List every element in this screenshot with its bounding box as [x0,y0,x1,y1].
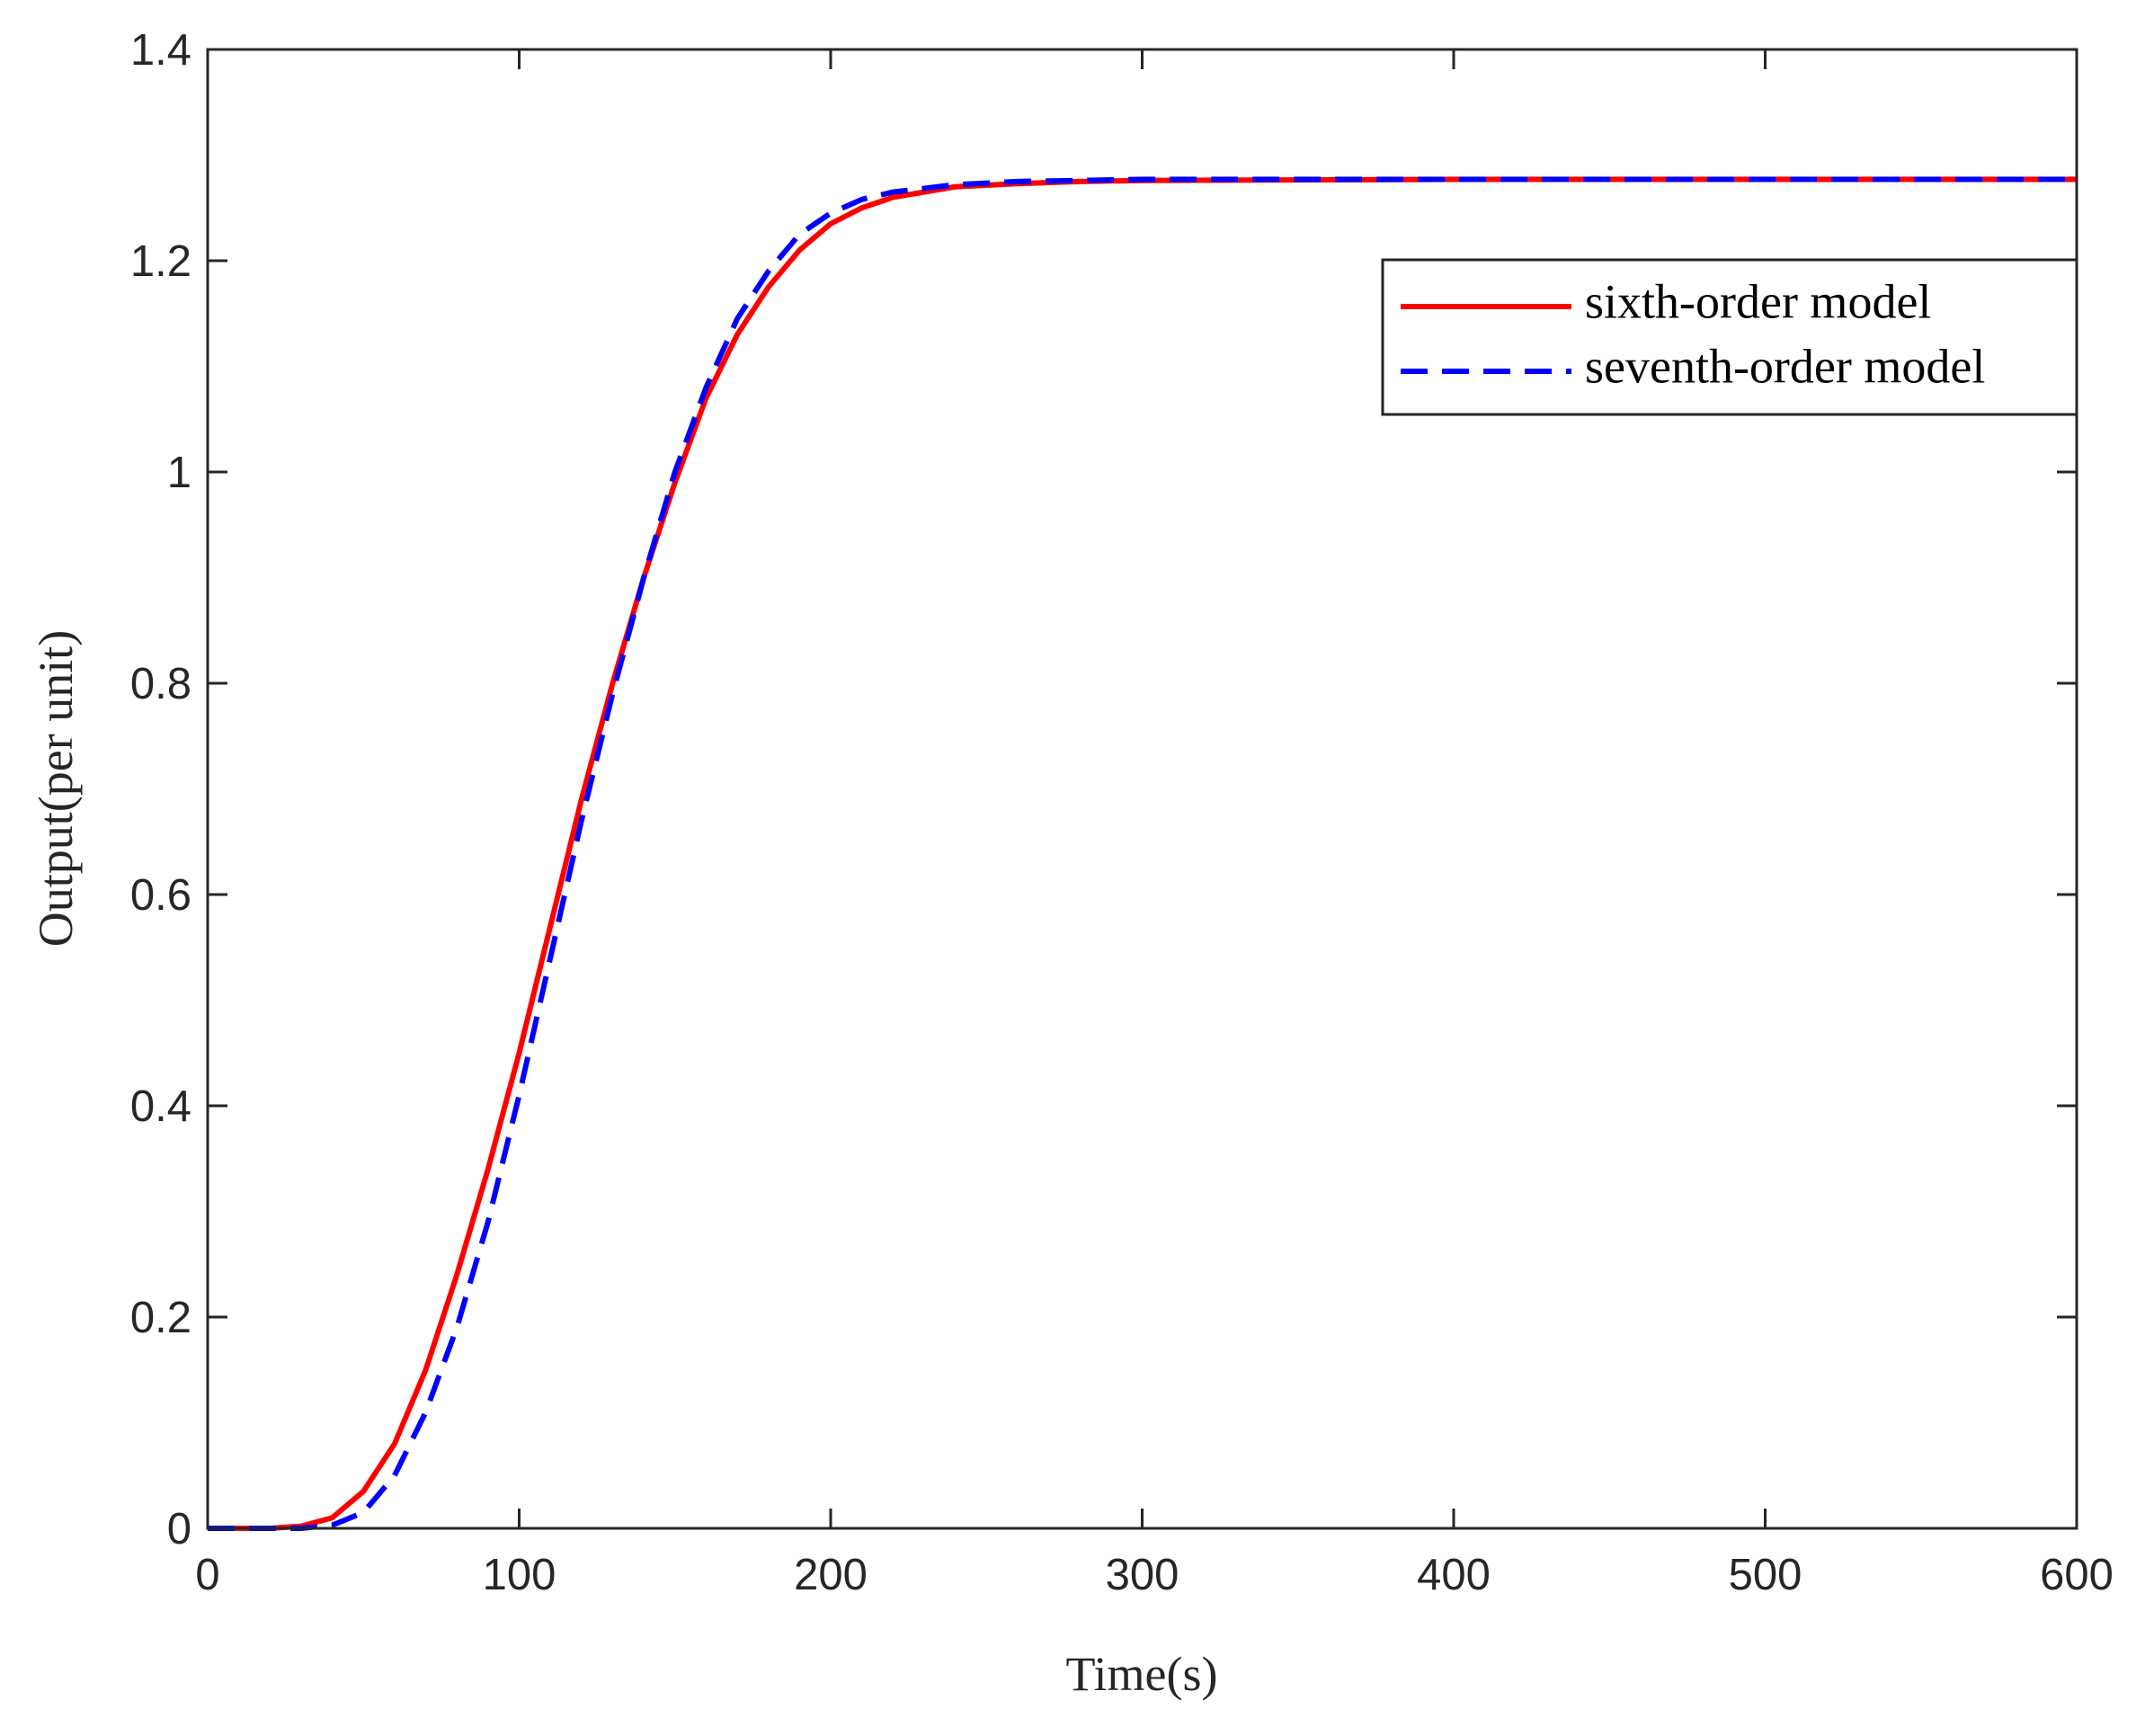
plot-frame [206,48,2078,1530]
y-tick-label: 1 [167,449,191,497]
x-axis-label: Time(s) [1065,1647,1217,1701]
x-tick-label: 600 [2040,1551,2114,1599]
y-tick-label: 0.2 [130,1294,191,1342]
y-tick-label: 1.2 [130,237,191,286]
y-tick-label: 0.8 [130,660,191,708]
y-axis-label: Output(per unit) [29,630,83,947]
legend-label: sixth-order model [1585,274,1931,328]
x-tick-label: 300 [1106,1551,1179,1599]
y-tick-label: 1.4 [130,26,191,75]
y-tick-label: 0.4 [130,1082,191,1131]
legend-box [1381,258,2078,416]
x-tick-label: 400 [1417,1551,1491,1599]
y-tick-label: 0.6 [130,871,191,920]
y-tick-label: 0 [167,1505,191,1553]
series-line [208,176,2077,1531]
x-tick-label: 500 [1729,1551,1802,1599]
x-tick-label: 0 [195,1551,219,1599]
legend-label: seventh-order model [1585,339,1985,393]
x-tick-label: 100 [483,1551,556,1599]
x-tick-label: 200 [794,1551,868,1599]
